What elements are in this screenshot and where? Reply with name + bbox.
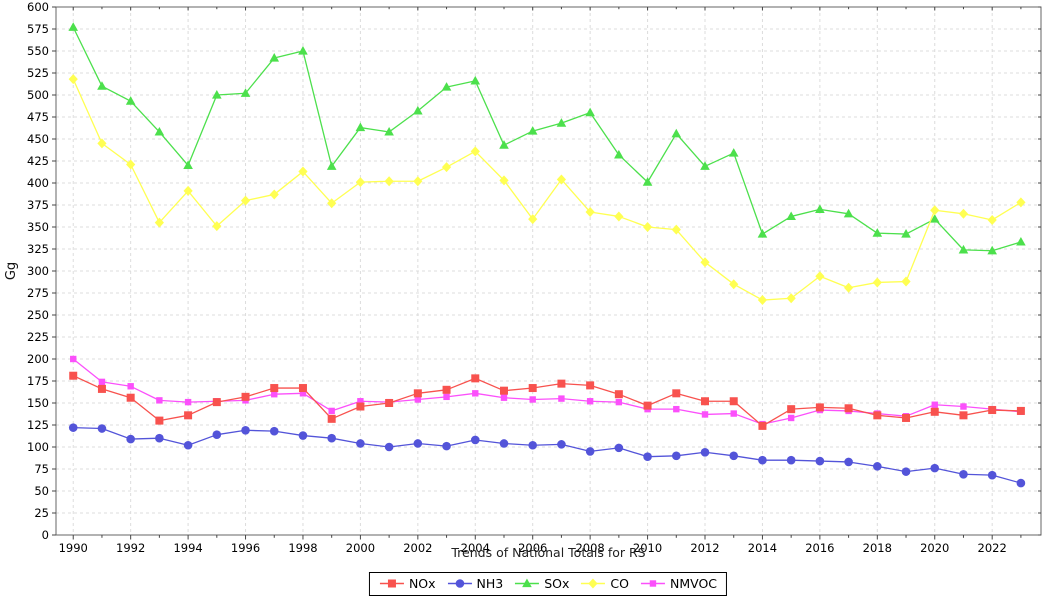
- svg-text:550: 550: [27, 44, 49, 58]
- svg-text:525: 525: [27, 66, 49, 80]
- legend-item-co: CO: [580, 576, 629, 591]
- svg-text:2008: 2008: [575, 541, 604, 555]
- svg-text:175: 175: [27, 374, 49, 388]
- y-axis-label: Gg: [4, 262, 19, 280]
- svg-text:325: 325: [27, 242, 49, 256]
- svg-text:450: 450: [27, 132, 49, 146]
- nox-legend-marker-icon: [379, 579, 404, 588]
- legend-item-nh3: NH3: [447, 576, 504, 591]
- svg-text:2004: 2004: [461, 541, 490, 555]
- svg-text:2000: 2000: [346, 541, 375, 555]
- svg-text:275: 275: [27, 286, 49, 300]
- svg-text:0: 0: [42, 528, 49, 542]
- nmvoc-legend-marker-icon: [641, 580, 665, 587]
- chart-legend: NOx NH3 SOx CO NMVOC: [368, 572, 728, 596]
- svg-text:250: 250: [27, 308, 49, 322]
- svg-text:50: 50: [34, 484, 49, 498]
- svg-text:125: 125: [27, 418, 49, 432]
- nh3-legend-marker-icon: [447, 579, 472, 588]
- series-NH3: [68, 423, 1026, 488]
- svg-text:375: 375: [27, 198, 49, 212]
- svg-text:2020: 2020: [920, 541, 949, 555]
- svg-text:75: 75: [34, 462, 49, 476]
- svg-text:2014: 2014: [748, 541, 777, 555]
- svg-text:2012: 2012: [690, 541, 719, 555]
- axis-ticks: [52, 6, 1041, 540]
- svg-text:1990: 1990: [59, 541, 88, 555]
- svg-text:425: 425: [27, 154, 49, 168]
- svg-text:1998: 1998: [288, 541, 317, 555]
- legend-item-nox: NOx: [379, 576, 436, 591]
- svg-text:150: 150: [27, 396, 49, 410]
- legend-label-nox: NOx: [408, 576, 436, 591]
- svg-text:475: 475: [27, 110, 49, 124]
- svg-text:575: 575: [27, 22, 49, 36]
- data-series: [68, 22, 1026, 488]
- svg-text:225: 225: [27, 330, 49, 344]
- series-CO: [68, 74, 1026, 306]
- svg-text:500: 500: [27, 88, 49, 102]
- svg-text:200: 200: [27, 352, 49, 366]
- svg-text:400: 400: [27, 176, 49, 190]
- legend-label-nmvoc: NMVOC: [670, 576, 718, 591]
- svg-text:2010: 2010: [633, 541, 662, 555]
- legend-label-nh3: NH3: [476, 576, 504, 591]
- legend-item-nmvoc: NMVOC: [640, 576, 717, 591]
- svg-text:600: 600: [27, 0, 49, 14]
- co-legend-marker-icon: [581, 578, 606, 589]
- svg-text:1992: 1992: [116, 541, 145, 555]
- x-axis-tick-labels: 1990 1992 1994 1996 1998 2000 2002 2004 2006 2008…: [59, 541, 1007, 555]
- y-axis-tick-labels: 0 25 50 75 100 125 150 175 200 225 250 275 300 325 350…: [27, 0, 49, 542]
- legend-label-co: CO: [610, 576, 629, 591]
- legend-item-sox: SOx: [514, 576, 569, 591]
- svg-text:25: 25: [34, 506, 49, 520]
- chart-title: Trends of National Totals for RS: [451, 545, 646, 560]
- svg-text:2016: 2016: [805, 541, 834, 555]
- svg-text:2018: 2018: [863, 541, 892, 555]
- svg-text:2022: 2022: [978, 541, 1007, 555]
- svg-text:1994: 1994: [173, 541, 202, 555]
- gridlines: [56, 6, 1041, 536]
- legend-label-sox: SOx: [544, 576, 570, 591]
- svg-text:300: 300: [27, 264, 49, 278]
- sox-legend-marker-icon: [515, 578, 540, 588]
- svg-text:2006: 2006: [518, 541, 547, 555]
- series-SOx: [68, 22, 1026, 255]
- svg-text:2002: 2002: [403, 541, 432, 555]
- svg-text:100: 100: [27, 440, 49, 454]
- series-NOx: [69, 371, 1025, 430]
- svg-text:350: 350: [27, 220, 49, 234]
- svg-text:1996: 1996: [231, 541, 260, 555]
